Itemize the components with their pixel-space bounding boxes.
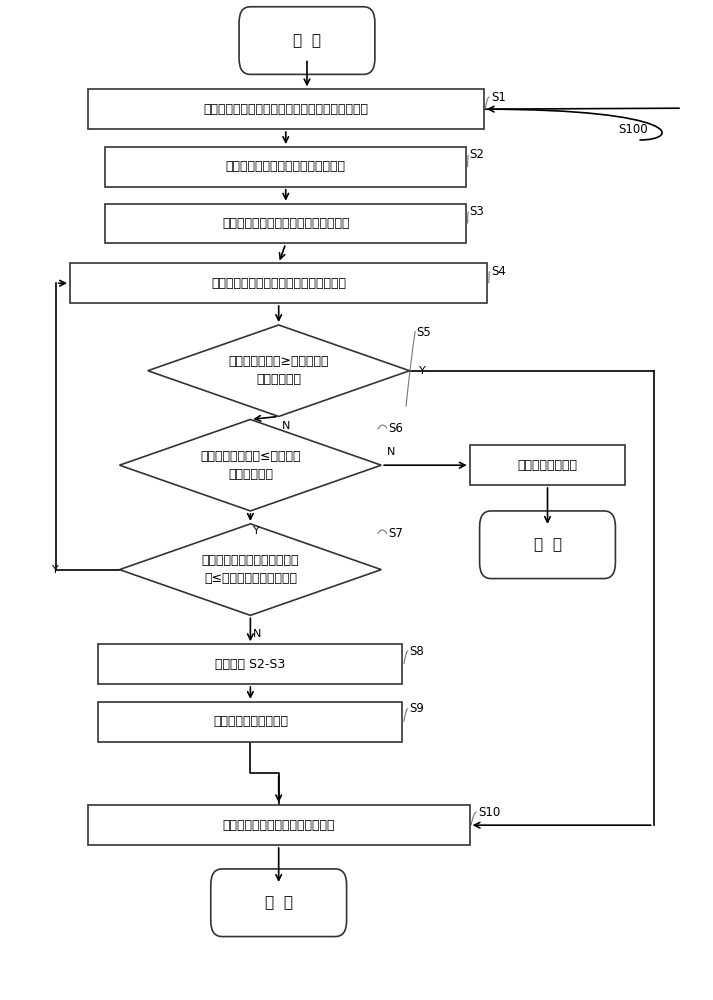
Text: 合并获取新的数据聚类: 合并获取新的数据聚类	[213, 715, 288, 728]
FancyBboxPatch shape	[480, 511, 615, 579]
FancyBboxPatch shape	[106, 147, 466, 187]
Text: 结  束: 结 束	[265, 895, 292, 910]
FancyBboxPatch shape	[106, 204, 466, 243]
Text: 无法得到数据聚类: 无法得到数据聚类	[518, 459, 578, 472]
FancyBboxPatch shape	[211, 869, 347, 937]
FancyBboxPatch shape	[98, 644, 402, 684]
Text: 判断凝聚聚类次数≤预定聚类
次数是否成立: 判断凝聚聚类次数≤预定聚类 次数是否成立	[200, 450, 301, 481]
Text: 判断数据聚类中的样本数据数
量≤预定样本数量是否成立: 判断数据聚类中的样本数据数 量≤预定样本数量是否成立	[202, 554, 299, 585]
Text: S4: S4	[491, 265, 506, 278]
Text: S7: S7	[389, 527, 404, 540]
Text: Y: Y	[253, 526, 260, 536]
FancyBboxPatch shape	[239, 7, 375, 74]
Text: 开  始: 开 始	[293, 33, 321, 48]
Text: S5: S5	[416, 326, 431, 339]
Text: 对数据聚类进行分析计算获取轮廓平均值: 对数据聚类进行分析计算获取轮廓平均值	[211, 277, 347, 290]
Text: S2: S2	[470, 148, 485, 161]
Text: N: N	[387, 447, 395, 457]
Polygon shape	[120, 524, 381, 615]
Text: S8: S8	[409, 645, 424, 658]
Text: S10: S10	[478, 806, 501, 819]
Text: S3: S3	[470, 205, 484, 218]
FancyBboxPatch shape	[98, 702, 402, 742]
Polygon shape	[148, 325, 409, 416]
Text: S1: S1	[491, 91, 506, 104]
Text: Y: Y	[52, 565, 59, 575]
FancyBboxPatch shape	[470, 445, 625, 485]
Text: 结  束: 结 束	[533, 537, 562, 552]
Text: S100: S100	[618, 123, 648, 136]
Polygon shape	[120, 419, 381, 511]
Text: Y: Y	[419, 366, 426, 376]
Text: 对日用电负荷数据进行数据预处理，获取样本数据: 对日用电负荷数据进行数据预处理，获取样本数据	[203, 103, 368, 116]
FancyBboxPatch shape	[70, 263, 488, 303]
Text: 判断轮廓平均值≥预定的轮廓
阈值是否成立: 判断轮廓平均值≥预定的轮廓 阈值是否成立	[228, 355, 329, 386]
Text: S6: S6	[389, 422, 404, 435]
Text: 根据数据聚类对居民用户进行分类: 根据数据聚类对居民用户进行分类	[222, 819, 335, 832]
Text: N: N	[282, 421, 290, 431]
FancyBboxPatch shape	[88, 89, 484, 129]
FancyBboxPatch shape	[88, 805, 470, 845]
Text: 对数据子簇进行凝聚聚类获取数据聚类: 对数据子簇进行凝聚聚类获取数据聚类	[222, 217, 349, 230]
Text: N: N	[253, 629, 262, 639]
Text: S9: S9	[409, 702, 424, 715]
Text: 重复步骤 S2-S3: 重复步骤 S2-S3	[215, 658, 285, 671]
Text: 对样本数据进行预聚类获取数据子簇: 对样本数据进行预聚类获取数据子簇	[226, 160, 346, 173]
